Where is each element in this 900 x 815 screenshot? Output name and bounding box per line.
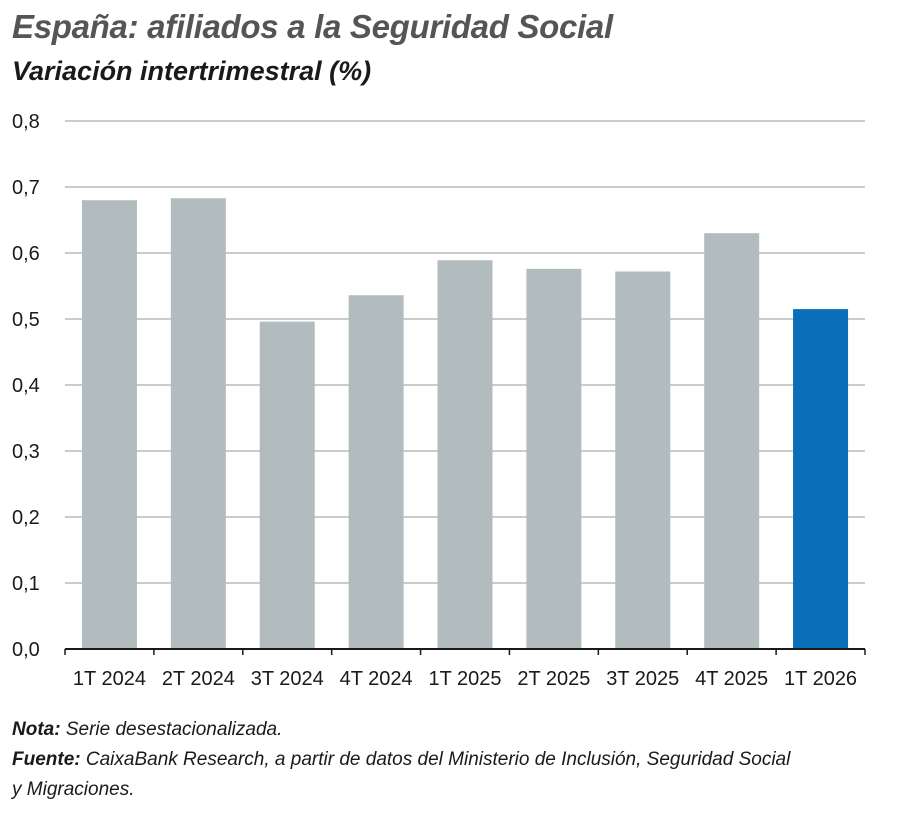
x-tick-label: 3T 2025	[606, 668, 679, 690]
note-text: Serie desestacionalizada.	[65, 719, 283, 740]
bar-1t-2025	[437, 260, 493, 649]
x-tick-labels: 1T 2024 2T 2024 3T 2024 4T 2024 1T 2025 2T 20…	[73, 668, 857, 690]
y-tick-label: 0,3	[12, 441, 40, 463]
bar-3t-2025	[615, 271, 671, 649]
x-tick-label: 3T 2024	[251, 668, 324, 690]
note-line: Nota: Serie desestacionalizada.	[12, 715, 872, 745]
bar-1t-2024	[81, 200, 137, 649]
x-tick-label: 2T 2025	[517, 668, 590, 690]
source-line-2: y Migraciones.	[12, 775, 872, 805]
chart-subtitle: Variación intertrimestral (%)	[12, 56, 372, 86]
y-tick-label: 0,2	[12, 507, 40, 529]
bar-2t-2024	[170, 198, 226, 649]
y-tick-label: 0,7	[12, 177, 40, 199]
x-tick-label: 1T 2026	[784, 668, 857, 690]
x-tick-label: 4T 2024	[340, 668, 413, 690]
note-label: Nota:	[12, 719, 61, 740]
y-tick-label: 0,6	[12, 243, 40, 265]
y-tick-label: 0,5	[12, 309, 40, 331]
source-text-continued: y Migraciones.	[12, 779, 135, 800]
y-tick-label: 0,1	[12, 573, 40, 595]
x-tick-label: 2T 2024	[162, 668, 235, 690]
chart-notes: Nota: Serie desestacionalizada. Fuente: …	[12, 715, 872, 805]
source-text: CaixaBank Research, a partir de datos de…	[85, 749, 791, 770]
bars	[81, 198, 849, 649]
y-tick-label: 0,4	[12, 375, 40, 397]
bar-4t-2025	[704, 233, 760, 649]
bar-chart: 0,0 0,1 0,2 0,3 0,4 0,5 0,6 0,7 0,8 1T 2024 2T 20…	[12, 111, 866, 690]
bar-1t-2026	[793, 309, 849, 649]
bar-4t-2024	[348, 295, 404, 649]
source-label: Fuente:	[12, 749, 81, 770]
chart-title: España: afiliados a la Seguridad Social	[12, 8, 613, 45]
y-tick-labels: 0,0 0,1 0,2 0,3 0,4 0,5 0,6 0,7 0,8	[12, 111, 40, 661]
bar-3t-2024	[259, 321, 315, 649]
source-line: Fuente: CaixaBank Research, a partir de …	[12, 745, 872, 775]
y-tick-label: 0,8	[12, 111, 40, 133]
bar-2t-2025	[526, 268, 582, 649]
x-tick-label: 4T 2025	[695, 668, 768, 690]
x-axis	[64, 648, 866, 655]
x-tick-label: 1T 2024	[73, 668, 146, 690]
y-tick-label: 0,0	[12, 639, 40, 661]
x-tick-label: 1T 2025	[428, 668, 501, 690]
